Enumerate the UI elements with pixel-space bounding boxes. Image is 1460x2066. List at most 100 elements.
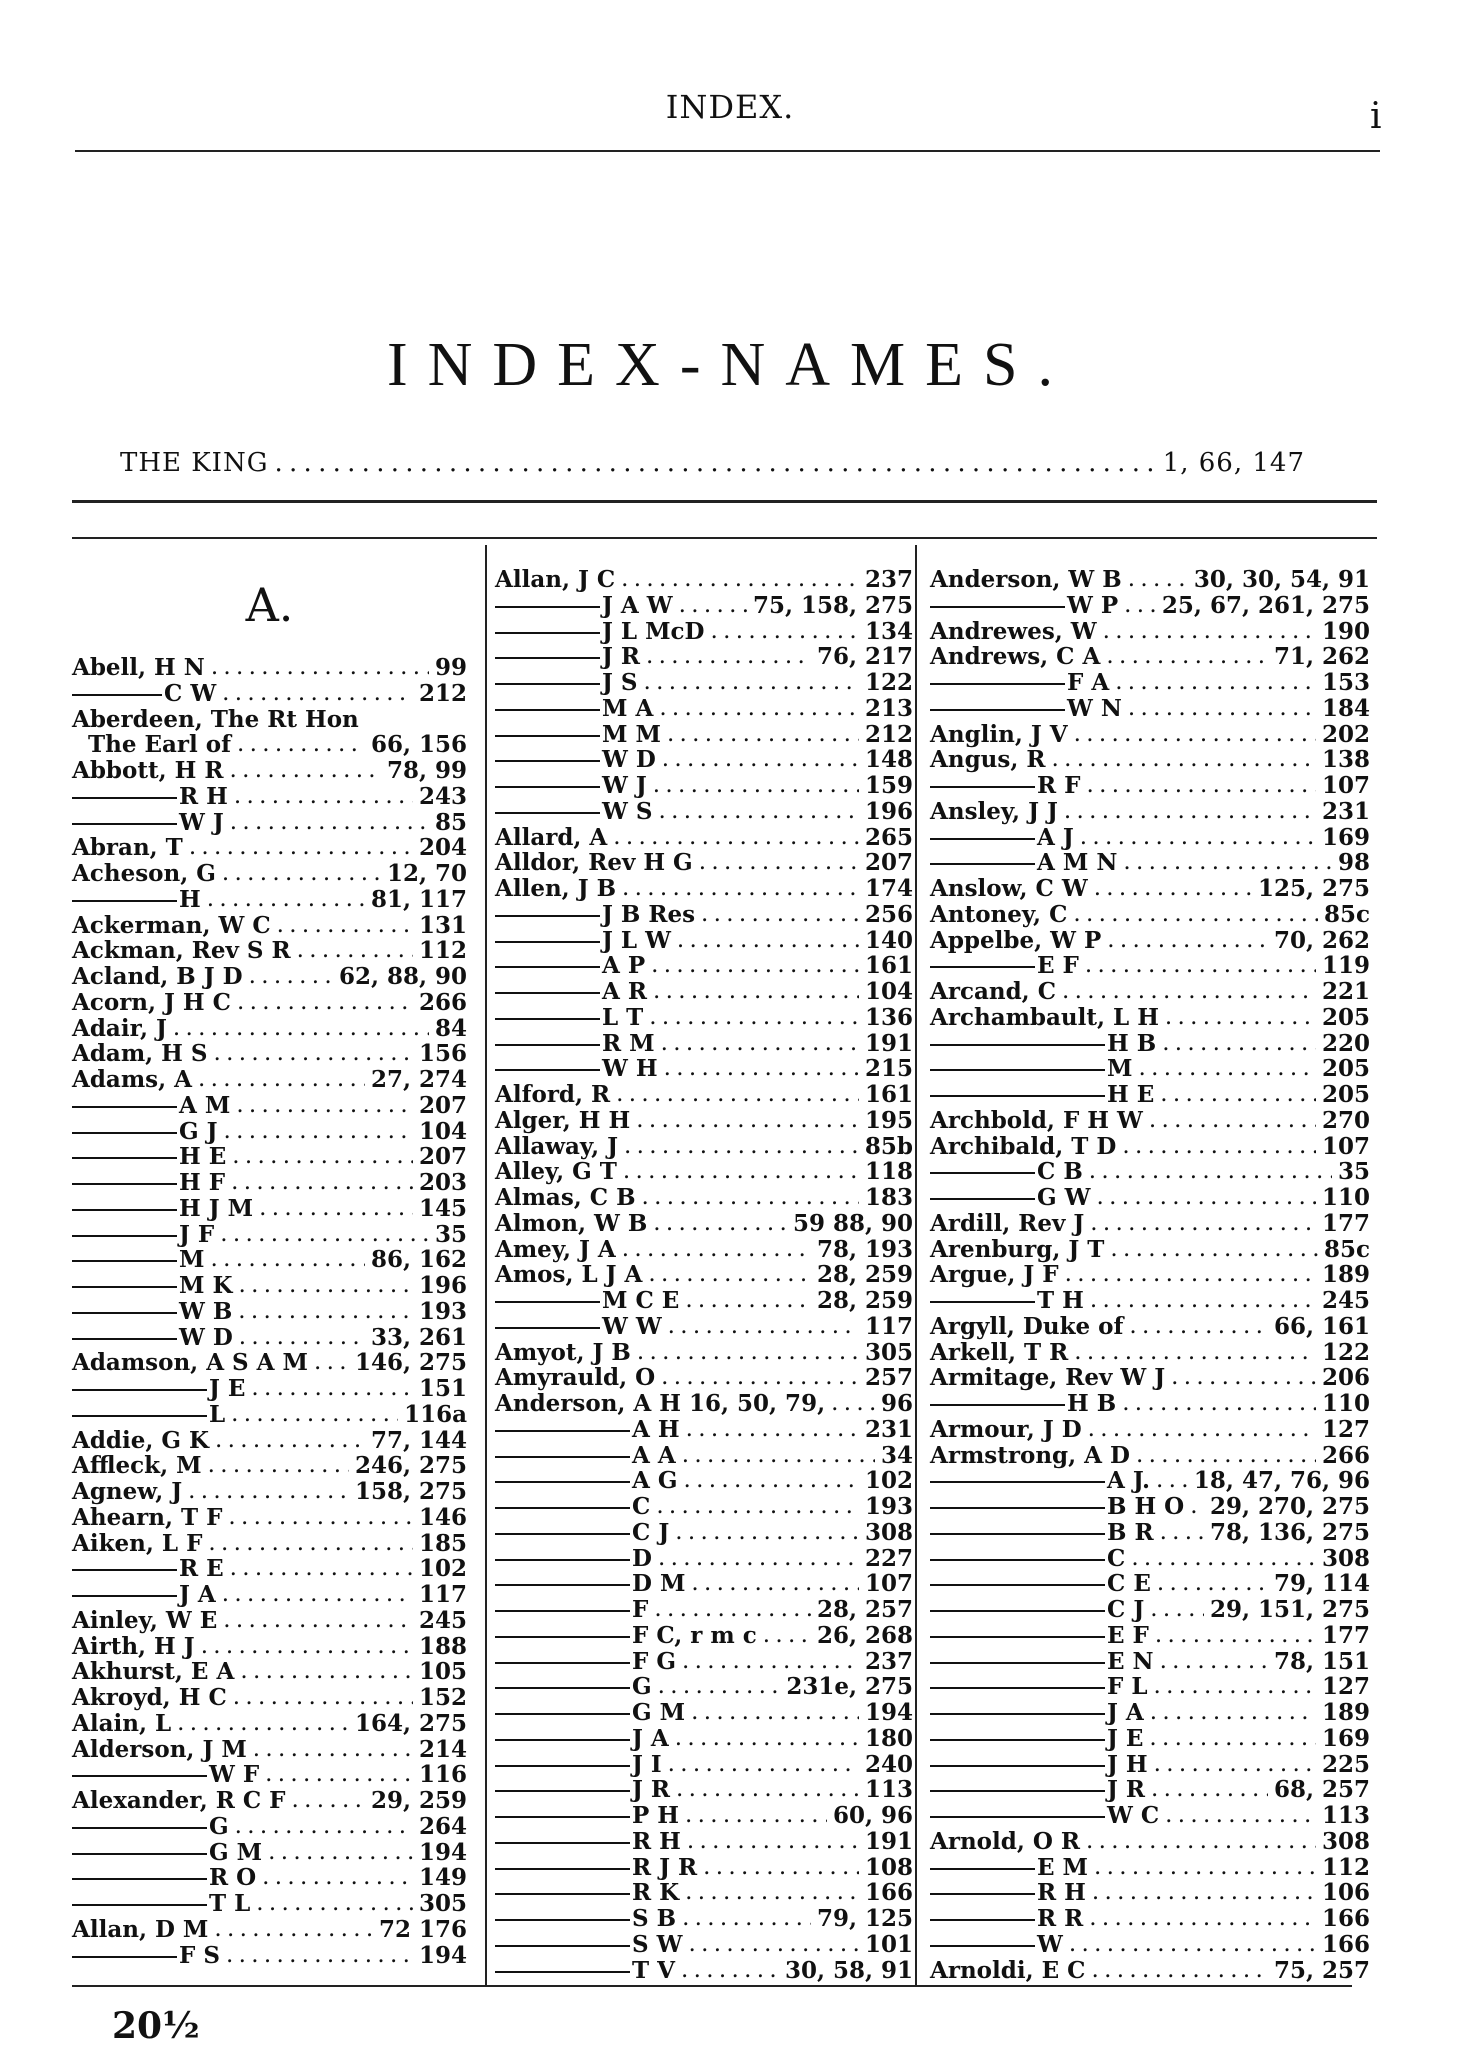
entry-name: E F bbox=[1037, 952, 1079, 980]
index-entry: Archbold, F H W 270 bbox=[930, 1106, 1370, 1134]
dot-leader bbox=[682, 1906, 811, 1932]
entry-name: Affleck, M bbox=[72, 1452, 202, 1480]
index-entry: Abbott, H R 78, 99 bbox=[72, 758, 467, 784]
entry-name: M bbox=[179, 1246, 205, 1274]
entry-name: Arkell, T R bbox=[930, 1338, 1069, 1366]
dot-leader bbox=[710, 619, 859, 645]
entry-pages: 207 bbox=[418, 1091, 467, 1119]
entry-name: J L W bbox=[602, 926, 671, 954]
entry-pages: 112 bbox=[418, 937, 467, 965]
dot-leader bbox=[703, 1855, 859, 1881]
entry-pages: 270 bbox=[1321, 1106, 1370, 1134]
dot-leader bbox=[253, 1737, 413, 1763]
entry-name: C E bbox=[1107, 1570, 1151, 1598]
ditto-dash bbox=[495, 1867, 630, 1870]
index-entry: Airth, H J 188 bbox=[72, 1633, 467, 1660]
ditto-dash bbox=[72, 1595, 177, 1597]
dot-leader bbox=[675, 1726, 859, 1752]
entry-name: E M bbox=[1037, 1853, 1088, 1881]
index-entry: F 28, 257 bbox=[495, 1597, 913, 1623]
index-entry: W D 33, 261 bbox=[72, 1323, 467, 1351]
dot-leader bbox=[208, 1531, 413, 1557]
dot-leader bbox=[1122, 1134, 1316, 1160]
index-entry: A G 102 bbox=[495, 1468, 913, 1494]
dot-leader bbox=[661, 1031, 859, 1057]
index-entry: Arenburg, J T 85c bbox=[930, 1236, 1370, 1263]
ditto-dash bbox=[495, 786, 600, 788]
entry-name: W D bbox=[179, 1323, 233, 1351]
ditto-dash bbox=[930, 1790, 1105, 1793]
dot-leader bbox=[656, 1494, 859, 1520]
entry-pages: 78, 136, 275 bbox=[1209, 1518, 1370, 1546]
entry-pages: 105 bbox=[418, 1658, 467, 1686]
dot-leader bbox=[231, 1402, 398, 1428]
entry-name: G J bbox=[179, 1117, 218, 1145]
dot-leader bbox=[201, 1634, 413, 1660]
dot-leader bbox=[1150, 1700, 1316, 1726]
entry-name: W P bbox=[1067, 591, 1119, 619]
ditto-dash bbox=[495, 631, 600, 634]
entry-pages: 190 bbox=[1321, 617, 1370, 645]
double-rule-top bbox=[72, 500, 1377, 503]
entry-name: T V bbox=[632, 1956, 675, 1984]
entry-pages: 122 bbox=[1321, 1338, 1370, 1366]
ditto-dash bbox=[930, 1172, 1035, 1175]
entry-name: L bbox=[209, 1400, 226, 1428]
ditto-dash bbox=[930, 1867, 1035, 1870]
dot-leader bbox=[207, 887, 365, 913]
entry-pages: 237 bbox=[864, 1647, 913, 1675]
dot-leader bbox=[623, 1159, 859, 1185]
ditto-dash bbox=[930, 1532, 1105, 1535]
dot-leader bbox=[240, 1659, 413, 1685]
entry-pages: 113 bbox=[1321, 1802, 1370, 1829]
entry-pages: 34 bbox=[880, 1441, 913, 1469]
entry-pages: 191 bbox=[864, 1827, 913, 1855]
index-entry: W C 113 bbox=[930, 1803, 1370, 1829]
entry-name: Arnold, O R bbox=[930, 1827, 1081, 1855]
index-column-2: Allan, J C 237 J A W 75, 158, 275 J L McD 134… bbox=[495, 567, 913, 1983]
dot-leader bbox=[688, 1932, 859, 1958]
index-entry: M 205 bbox=[930, 1056, 1370, 1082]
entry-name: H B bbox=[1067, 1390, 1117, 1417]
ditto-dash bbox=[495, 811, 600, 814]
dot-leader bbox=[1064, 799, 1316, 825]
entry-pages: 59 88, 90 bbox=[792, 1209, 913, 1237]
index-entry: J A 180 bbox=[495, 1725, 913, 1752]
index-entry: P H 60, 96 bbox=[495, 1803, 913, 1829]
dot-leader bbox=[621, 567, 859, 593]
dot-leader bbox=[274, 448, 1156, 478]
index-entry: H E 207 bbox=[72, 1144, 467, 1170]
index-entry: R E 102 bbox=[72, 1556, 467, 1582]
index-entry: Acland, B J D 62, 88, 90 bbox=[72, 964, 467, 990]
entry-pages: 231 bbox=[864, 1415, 913, 1443]
entry-pages: 220 bbox=[1321, 1029, 1370, 1057]
index-entry: Addie, G K 77, 144 bbox=[72, 1427, 467, 1454]
index-entry: Archambault, L H 205 bbox=[930, 1004, 1370, 1031]
index-entry: Alain, L 164, 275 bbox=[72, 1710, 467, 1737]
entry-name: Amos, L J A bbox=[495, 1261, 643, 1289]
index-entry: Adams, A 27, 274 bbox=[72, 1067, 467, 1093]
index-entry: D 227 bbox=[495, 1545, 913, 1572]
dot-leader bbox=[1089, 1159, 1332, 1185]
entry-name: J R bbox=[602, 643, 641, 671]
entry-pages: 203 bbox=[418, 1169, 467, 1196]
entry-pages: 78, 99 bbox=[386, 757, 467, 784]
entry-name: Aberdeen, The Rt Hon bbox=[72, 705, 359, 733]
entry-pages: 177 bbox=[1321, 1621, 1370, 1649]
ditto-dash bbox=[930, 1661, 1105, 1664]
entry-pages: 196 bbox=[864, 797, 913, 825]
index-entry: Anslow, C W 125, 275 bbox=[930, 876, 1370, 902]
entry-pages: 112 bbox=[1321, 1853, 1370, 1881]
dot-leader bbox=[265, 1762, 413, 1788]
ditto-dash bbox=[495, 1610, 630, 1612]
index-entry: Aiken, L F 185 bbox=[72, 1530, 467, 1557]
dot-leader bbox=[238, 1299, 413, 1325]
dot-leader bbox=[220, 1222, 429, 1248]
entry-pages: 308 bbox=[1321, 1827, 1370, 1855]
entry-pages: 26, 268 bbox=[816, 1621, 913, 1649]
entry-pages: 104 bbox=[864, 978, 913, 1005]
index-entry: J F 35 bbox=[72, 1221, 467, 1248]
entry-name: Almon, W B bbox=[495, 1209, 648, 1237]
ditto-dash bbox=[72, 899, 177, 902]
dot-leader bbox=[668, 1752, 859, 1778]
